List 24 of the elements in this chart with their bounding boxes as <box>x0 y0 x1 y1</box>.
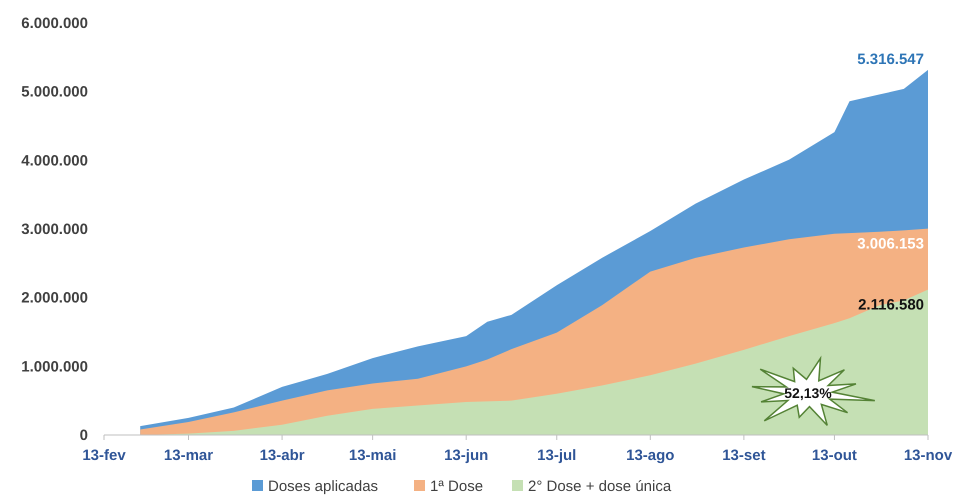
legend-label: Doses aplicadas <box>268 478 378 495</box>
x-tick-label: 13-abr <box>260 447 305 464</box>
x-tick-label: 13-mar <box>164 447 214 464</box>
legend-label: 2° Dose + dose única <box>528 478 672 495</box>
x-tick-label: 13-set <box>722 447 766 464</box>
x-tick-label: 13-out <box>812 447 857 464</box>
y-tick-label: 2.000.000 <box>21 290 88 307</box>
annotation: 52,13% <box>784 385 832 401</box>
x-tick-label: 13-mai <box>348 447 396 464</box>
legend-label: 1ª Dose <box>430 478 484 495</box>
data-label: 5.316.547 <box>857 50 924 68</box>
y-tick-label: 3.000.000 <box>21 221 88 238</box>
x-tick-label: 13-jul <box>537 447 576 464</box>
y-tick-label: 6.000.000 <box>21 15 88 32</box>
data-label: 2.116.580 <box>858 296 924 314</box>
data-label: 3.006.153 <box>857 236 924 253</box>
x-tick-label: 13-ago <box>626 447 674 464</box>
x-tick-label: 13-nov <box>904 447 953 464</box>
x-tick-label: 13-fev <box>82 447 126 464</box>
y-tick-label: 1.000.000 <box>21 358 88 376</box>
y-tick-label: 5.000.000 <box>21 84 88 101</box>
x-tick-label: 13-jun <box>444 447 488 464</box>
y-tick-label: 4.000.000 <box>21 152 88 170</box>
y-tick-label: 0 <box>80 427 88 444</box>
